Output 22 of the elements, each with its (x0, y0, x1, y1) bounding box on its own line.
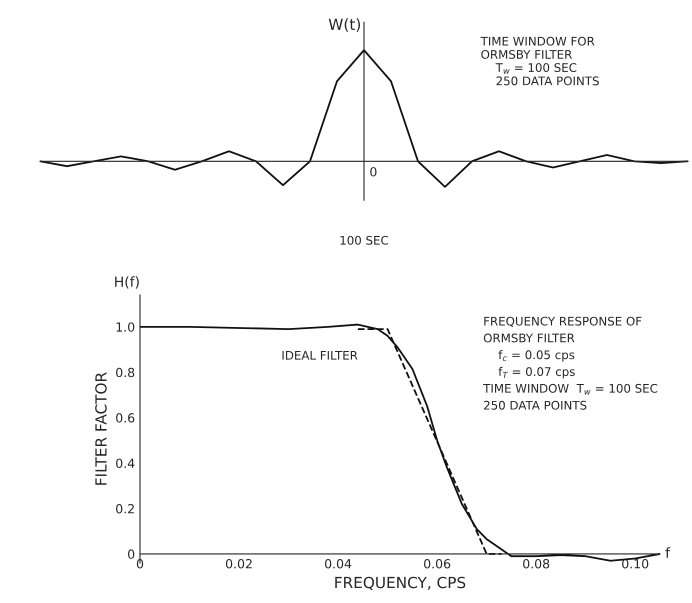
x-tick-label: 0.06 (424, 559, 450, 568)
text: H(f) (115, 276, 139, 289)
y-tick-label: 0.2 (116, 504, 134, 514)
x-axis-title: FREQUENCY, CPS (335, 576, 466, 590)
x-tick-label: 0.04 (324, 559, 352, 568)
text: FREQUENCY RESPONSE OF ORMSBY FILTER f$_{c}$ = 0.05 cps f$_{T}$ = 0.07 cps TIME WINDOW T$_{w}$ = 100 SEC 250 DATA POINTS (483, 316, 658, 410)
x-tick-label: 0.02 (226, 559, 252, 568)
x-tick-label: 0.08 (523, 559, 550, 568)
x-tick-label: 0.10 (622, 559, 648, 568)
y-axis-title: W(t) (328, 18, 360, 32)
x-tick-label: 0 (136, 559, 144, 568)
y-tick-label: 1.0 (116, 322, 134, 332)
annotation: TIME WINDOW FOR ORMSBY FILTER T$_{w}$ = 100 SEC 250 DATA POINTS (480, 36, 599, 86)
text: 100 SEC (340, 236, 388, 245)
annotation: IDEAL FILTER (282, 351, 358, 360)
y-axis-title: FILTER FACTOR (95, 372, 107, 485)
y-tick-label: 0.8 (116, 368, 134, 378)
annotation: 0 (370, 167, 377, 177)
y-tick-label: 0 (128, 549, 134, 559)
y-tick-label: 0.6 (116, 413, 134, 423)
y-tick-label: 0.4 (116, 458, 134, 468)
text: f (665, 547, 670, 558)
